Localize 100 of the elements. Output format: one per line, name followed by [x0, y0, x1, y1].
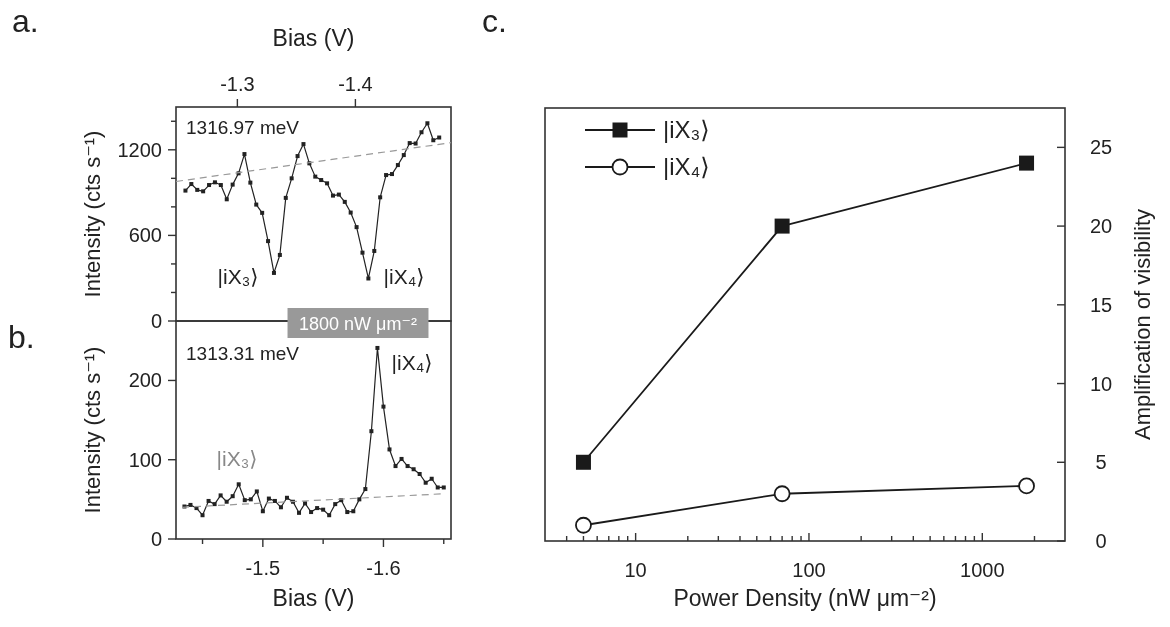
point [195, 187, 200, 192]
point [357, 497, 362, 502]
point [236, 482, 241, 487]
point [183, 188, 188, 193]
point [319, 178, 324, 183]
point [201, 189, 206, 194]
point [295, 154, 300, 159]
point [411, 467, 416, 472]
x-tick-label: -1.4 [338, 73, 373, 95]
point [254, 202, 259, 207]
y-tick-label: 0 [150, 528, 162, 550]
point [260, 509, 265, 514]
point [333, 502, 338, 507]
point [289, 176, 294, 181]
point [218, 183, 223, 188]
point [242, 152, 247, 157]
point [254, 489, 259, 494]
point [309, 510, 314, 515]
y-tick-label: 100 [128, 448, 162, 471]
point [330, 193, 335, 198]
y-tick-label: 200 [128, 369, 162, 392]
point [230, 494, 235, 499]
point [437, 135, 442, 140]
point [417, 472, 422, 476]
point [345, 510, 350, 515]
point [575, 516, 592, 534]
point [342, 199, 347, 204]
y2-tick-label: 25 [1089, 136, 1113, 159]
point [301, 142, 306, 147]
point [315, 506, 320, 511]
point [327, 513, 332, 518]
point [206, 498, 211, 503]
point [429, 476, 434, 481]
x-tick-label: -1.5 [245, 557, 281, 579]
point [218, 493, 223, 498]
point [369, 429, 374, 434]
point [441, 485, 446, 490]
point [1018, 477, 1035, 495]
point [189, 182, 194, 187]
point [336, 192, 341, 197]
y2-axis-title: Amplification of visibility [1130, 208, 1155, 441]
point [277, 252, 282, 257]
point [393, 464, 398, 469]
y2-tick-label: 10 [1089, 372, 1113, 395]
point [272, 498, 277, 503]
point [351, 509, 356, 514]
annotation: 1316.97 meV [186, 117, 300, 138]
point [435, 485, 440, 490]
x-axis-title: Power Density (nW μm⁻²) [673, 585, 937, 611]
point [242, 498, 247, 503]
point [423, 480, 428, 485]
y2-tick-label: 20 [1089, 215, 1113, 238]
point [230, 182, 235, 187]
point [212, 502, 217, 507]
point [313, 174, 318, 179]
point [389, 172, 394, 177]
x-tick-label: -1.3 [220, 73, 255, 95]
y2-tick-label: 5 [1095, 451, 1107, 474]
legend-label: |iX₄⟩ [663, 153, 710, 180]
point [354, 225, 359, 230]
point [188, 502, 193, 507]
annotation: |iX₃⟩ [217, 265, 259, 288]
point [375, 345, 380, 350]
y-tick-label: 600 [128, 224, 162, 247]
point [399, 456, 404, 461]
x-tick-label: 100 [792, 559, 826, 581]
point [395, 163, 400, 168]
point [405, 464, 410, 469]
annotation: |iX₄⟩ [391, 351, 433, 374]
point [387, 447, 392, 452]
point [401, 153, 406, 158]
point [266, 239, 271, 244]
y2-tick-label: 15 [1089, 293, 1113, 316]
point [200, 513, 205, 518]
point [321, 507, 326, 512]
text: b. [8, 319, 35, 355]
point [212, 180, 217, 185]
point [248, 180, 253, 185]
annotation: |iX₃⟩ [216, 447, 258, 470]
x-axis-title: Bias (V) [272, 585, 355, 611]
point [419, 130, 424, 135]
point [283, 195, 288, 200]
point [278, 505, 283, 510]
text: a. [12, 3, 39, 39]
point [381, 404, 386, 409]
point [360, 250, 365, 255]
x-axis-title: Bias (V) [272, 25, 355, 51]
y-axis-title: Intensity (cts s⁻¹) [80, 130, 105, 298]
point [431, 138, 436, 143]
x-tick-label: -1.6 [366, 557, 401, 579]
x-tick-label: 10 [624, 559, 647, 581]
point [363, 487, 368, 492]
annotation: 1313.31 meV [186, 343, 300, 364]
point [284, 495, 289, 500]
point [366, 276, 371, 281]
point [224, 499, 229, 504]
point [348, 210, 353, 215]
point [384, 173, 389, 178]
point [266, 496, 271, 501]
point [297, 510, 302, 515]
